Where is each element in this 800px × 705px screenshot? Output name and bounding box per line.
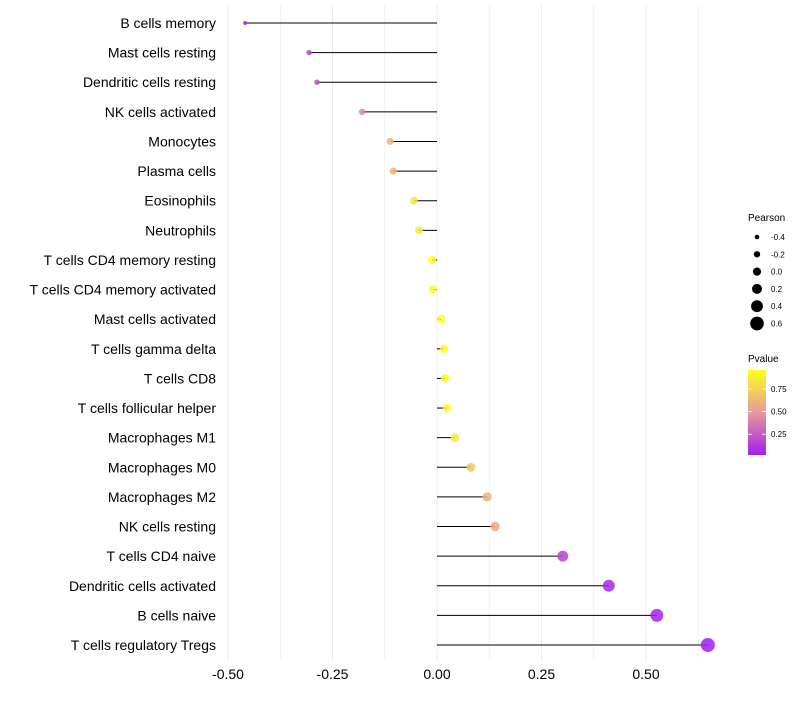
x-tick-label: 0.25 xyxy=(528,666,555,682)
pearson-legend-dot xyxy=(753,251,761,258)
y-category-label: B cells memory xyxy=(120,15,216,31)
pvalue-legend: Pvalue 0.75 0.50 0.25 xyxy=(748,354,787,455)
lollipop-point xyxy=(415,226,423,235)
pearson-legend-dot xyxy=(754,234,760,240)
lollipop-point xyxy=(386,137,394,146)
y-axis-labels: B cells memory Mast cells resting Dendriti… xyxy=(30,15,217,653)
grid-lines xyxy=(227,5,699,660)
lollipop-point xyxy=(314,79,320,86)
y-category-label: NK cells activated xyxy=(105,104,216,120)
pvalue-legend-label: 0.25 xyxy=(771,430,787,439)
pearson-legend-label: 0.6 xyxy=(771,320,783,329)
y-category-label: Monocytes xyxy=(148,133,216,149)
pvalue-legend-label: 0.50 xyxy=(771,408,787,417)
y-category-label: T cells regulatory Tregs xyxy=(71,637,216,653)
y-category-label: Macrophages M2 xyxy=(108,489,216,505)
lollipop-point xyxy=(440,374,450,383)
lollipop-point xyxy=(410,196,418,205)
y-category-label: T cells follicular helper xyxy=(78,400,217,416)
lollipop-point xyxy=(700,637,715,653)
lollipop-point xyxy=(650,608,664,622)
x-axis-labels: -0.50 -0.25 0.00 0.25 0.50 xyxy=(212,666,660,682)
lollipop-point xyxy=(439,344,449,353)
lollipop-point xyxy=(306,49,312,56)
lollipop-point xyxy=(437,315,446,324)
y-category-label: NK cells resting xyxy=(119,519,216,535)
pearson-legend-dot xyxy=(750,316,764,331)
pearson-legend-dot xyxy=(751,300,763,313)
y-category-label: Macrophages M0 xyxy=(108,459,216,475)
pearson-legend-label: 0.0 xyxy=(771,268,783,277)
lollipop-point xyxy=(450,433,460,442)
y-category-label: Dendritic cells activated xyxy=(69,578,216,594)
lollipop-point xyxy=(389,167,397,175)
pearson-legend-label: -0.4 xyxy=(771,233,785,242)
pvalue-legend-title: Pvalue xyxy=(748,354,779,365)
y-category-label: Dendritic cells resting xyxy=(83,74,216,90)
y-category-label: T cells gamma delta xyxy=(91,341,216,357)
pearson-legend-label: 0.4 xyxy=(771,302,783,311)
x-tick-label: -0.50 xyxy=(212,666,244,682)
pvalue-legend-label: 0.75 xyxy=(771,385,787,394)
y-category-label: Eosinophils xyxy=(144,193,216,209)
lollipop-point xyxy=(358,108,366,116)
pearson-legend: Pearson -0.4 -0.2 0.0 0.2 0.4 0.6 xyxy=(748,213,785,331)
y-category-label: Plasma cells xyxy=(137,163,216,179)
lollipop-marks xyxy=(243,20,715,653)
lollipop-point xyxy=(602,579,615,592)
y-category-label: B cells naive xyxy=(137,607,216,623)
y-category-label: T cells CD4 memory activated xyxy=(30,282,216,298)
y-category-label: T cells CD8 xyxy=(144,370,216,386)
pearson-legend-dot xyxy=(752,283,762,294)
pearson-legend-label: 0.2 xyxy=(771,285,783,294)
lollipop-point xyxy=(557,550,569,562)
pearson-legend-label: -0.2 xyxy=(771,250,785,259)
y-category-label: T cells CD4 memory resting xyxy=(44,252,216,268)
lollipop-point xyxy=(243,20,248,26)
lollipop-point xyxy=(427,255,437,264)
pearson-legend-dot xyxy=(752,267,762,276)
y-category-label: Mast cells activated xyxy=(94,311,216,327)
x-tick-label: 0.00 xyxy=(423,666,450,682)
y-category-label: T cells CD4 naive xyxy=(107,548,217,564)
lollipop-point xyxy=(442,403,452,413)
pvalue-colorbar xyxy=(748,370,766,455)
pearson-legend-title: Pearson xyxy=(748,213,785,224)
lollipop-point xyxy=(466,462,476,472)
y-category-label: Mast cells resting xyxy=(108,45,216,61)
y-category-label: Neutrophils xyxy=(145,222,216,238)
x-tick-label: -0.25 xyxy=(317,666,349,682)
x-tick-label: 0.50 xyxy=(632,666,659,682)
lollipop-point xyxy=(428,285,437,294)
lollipop-point xyxy=(482,492,492,502)
y-category-label: Macrophages M1 xyxy=(108,430,216,446)
lollipop-point xyxy=(490,521,500,532)
